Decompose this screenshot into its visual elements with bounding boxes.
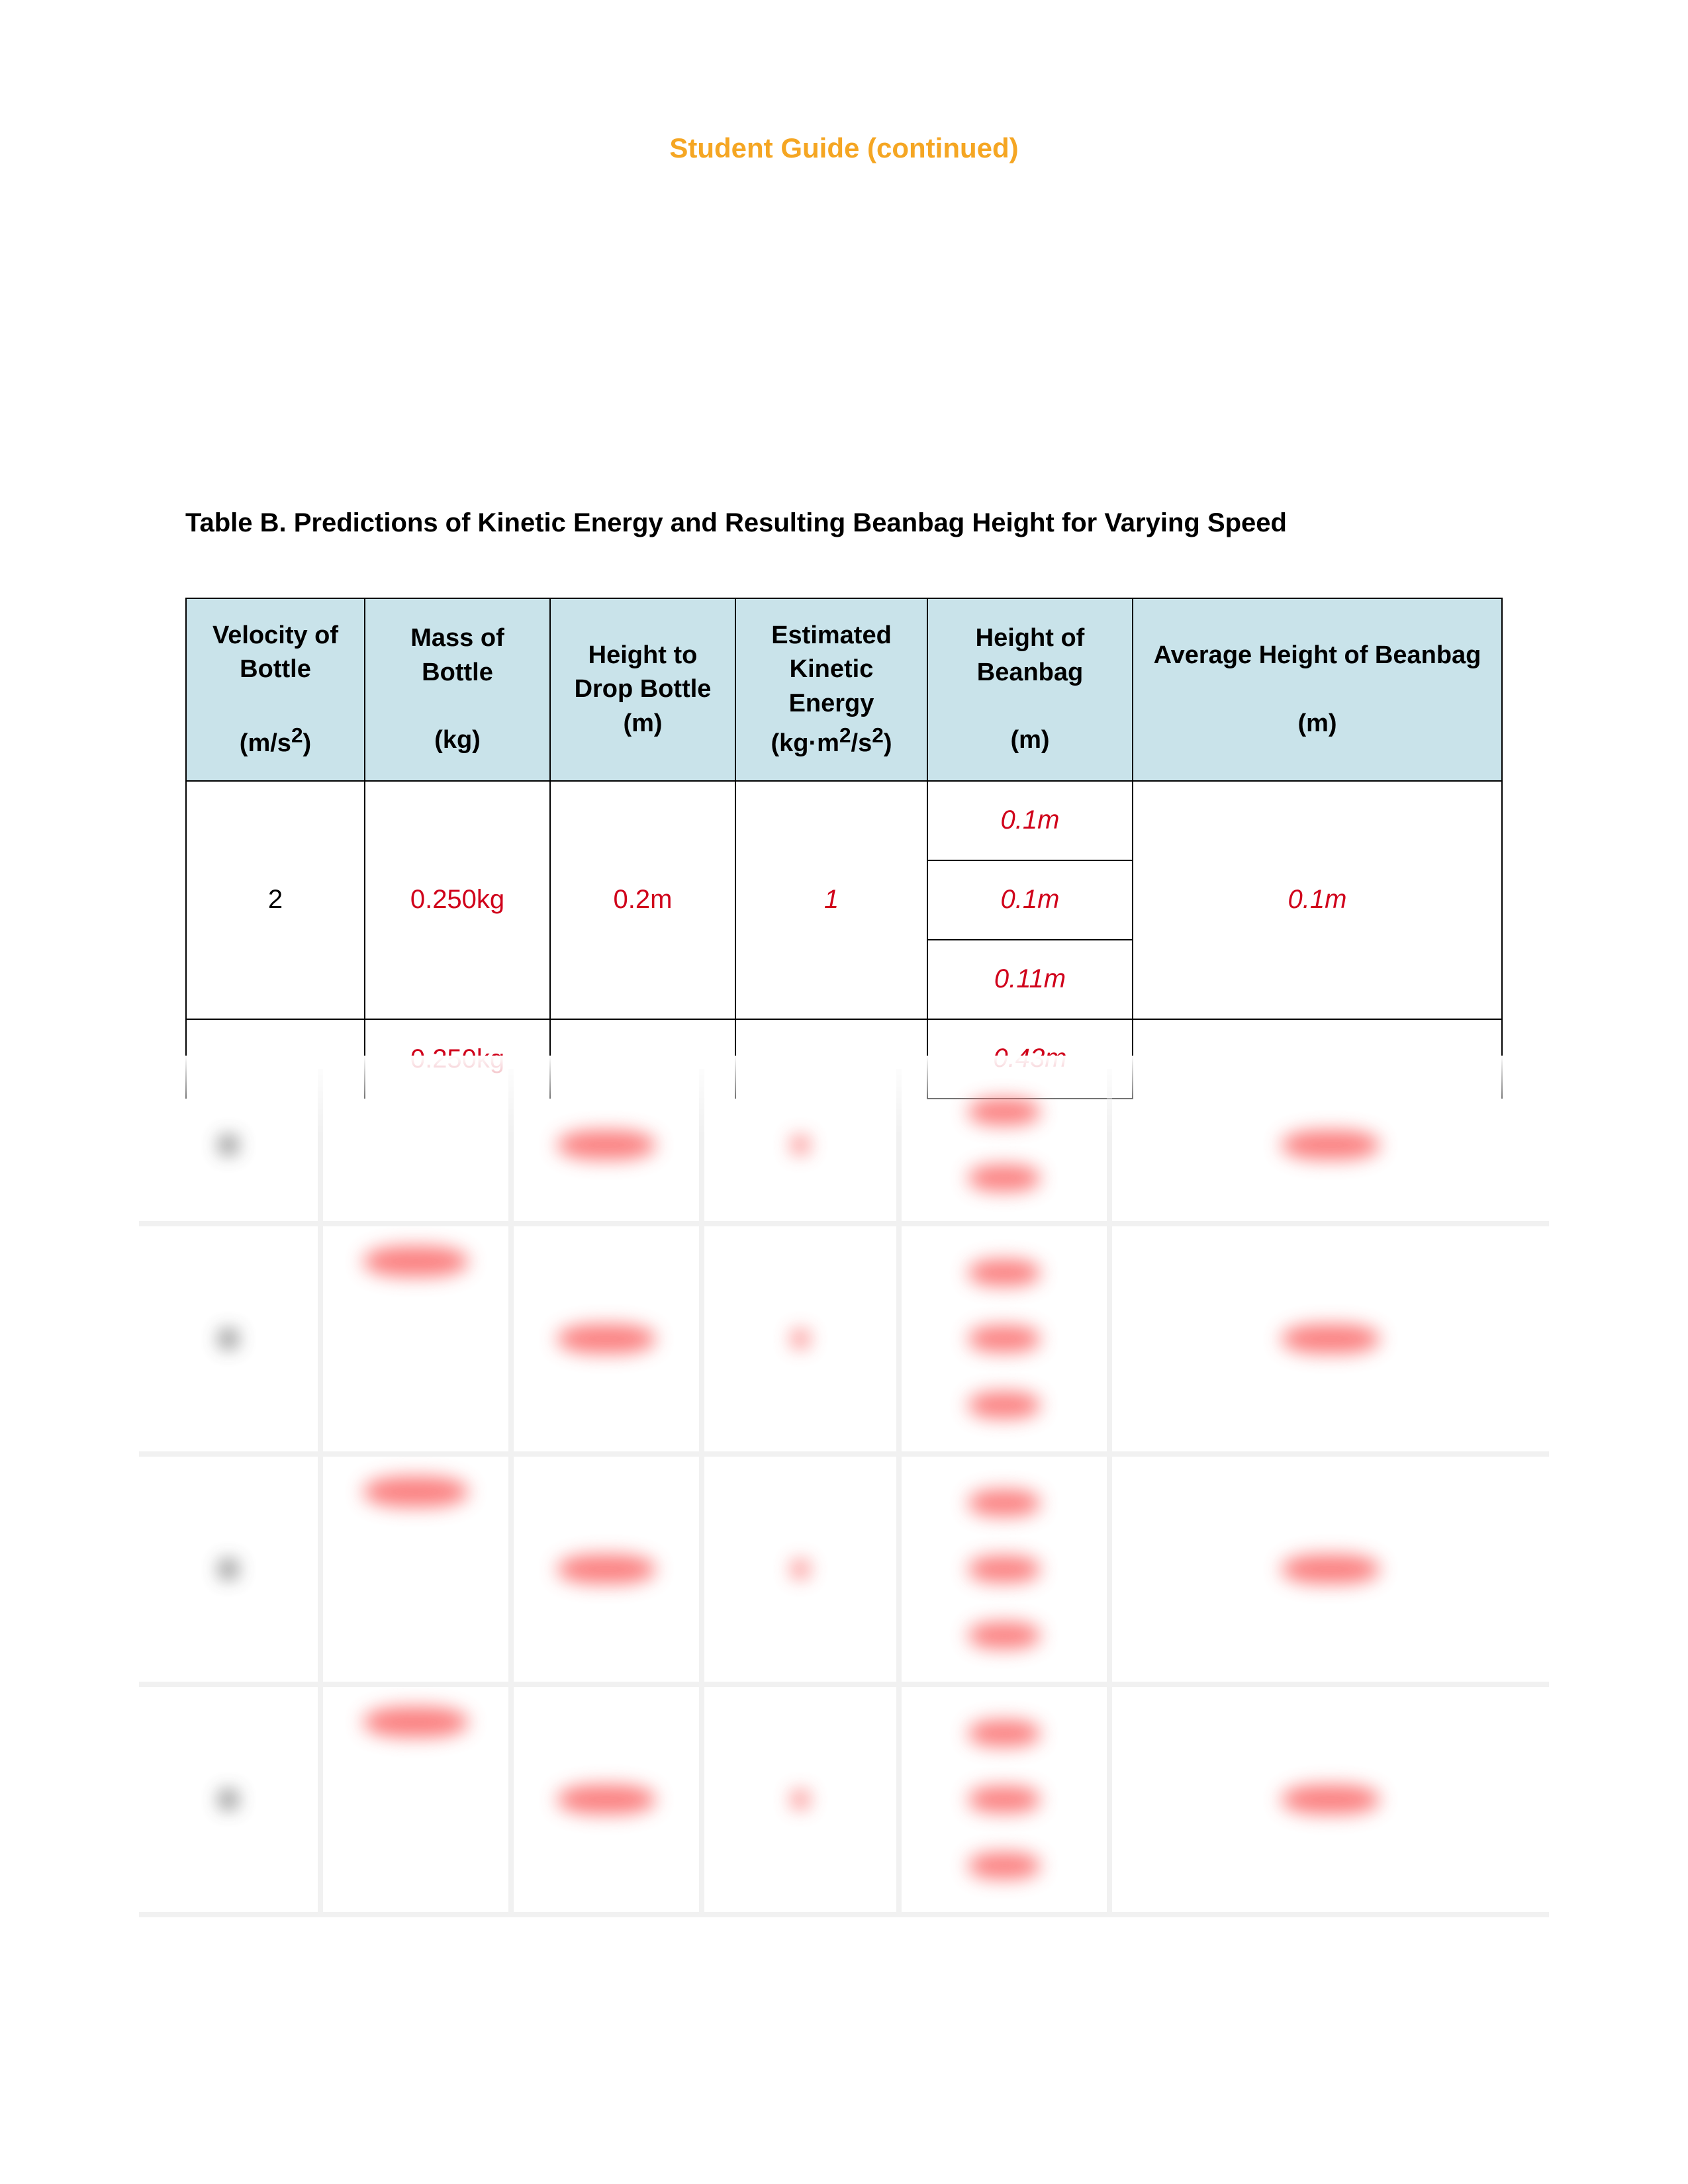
blur-row <box>139 1457 1549 1687</box>
col-velocity-unit: (m/s2) <box>240 729 311 757</box>
blur-blob <box>968 1326 1041 1352</box>
blur-blob <box>968 1786 1041 1813</box>
col-hb-label: Height of Beanbag <box>976 624 1085 686</box>
table-caption: Table B. Predictions of Kinetic Energy a… <box>185 508 1503 538</box>
blur-cell <box>902 1226 1112 1451</box>
cell-hb: 0.1m <box>1001 885 1060 914</box>
blur-blob <box>1281 1555 1380 1584</box>
blur-blob <box>968 1720 1041 1747</box>
col-hb-unit: (m) <box>1010 726 1049 754</box>
col-hb: Height of Beanbag (m) <box>927 598 1133 781</box>
blur-blob <box>791 1790 810 1809</box>
col-drop-unit: (m) <box>623 709 662 737</box>
blur-blob <box>363 1477 469 1507</box>
col-ke-unit: (kg·m2/s2) <box>771 729 892 757</box>
blur-blob <box>557 1324 656 1353</box>
blur-cell <box>514 1457 704 1682</box>
blur-blob <box>557 1785 656 1814</box>
col-ke-label: Estimated Kinetic Energy <box>771 621 892 717</box>
blur-cell <box>139 1687 323 1912</box>
blur-top-fade <box>139 1056 1549 1135</box>
table-row: 2 0.250kg 0.2m 1 0.1m 0.1m <box>186 781 1502 860</box>
col-avg-unit: (m) <box>1297 709 1336 737</box>
blur-blob <box>1281 1324 1380 1353</box>
blur-blob <box>219 1560 238 1578</box>
blur-cell <box>704 1226 902 1451</box>
col-drop: Height to Drop Bottle (m) <box>550 598 735 781</box>
blur-blob <box>791 1136 810 1154</box>
data-table: Velocity of Bottle (m/s2) Mass of Bottle… <box>185 598 1503 1099</box>
cell-hb: 0.1m <box>1001 805 1060 835</box>
col-ke: Estimated Kinetic Energy (kg·m2/s2) <box>735 598 927 781</box>
blur-cell <box>704 1687 902 1912</box>
col-velocity-label: Velocity of Bottle <box>212 621 338 683</box>
blur-cell <box>139 1457 323 1682</box>
blur-row <box>139 1687 1549 1917</box>
page: Student Guide (continued) Table B. Predi… <box>0 0 1688 2184</box>
blurred-content-region <box>139 1069 1549 1917</box>
blur-blob <box>968 1099 1041 1125</box>
blur-row <box>139 1226 1549 1457</box>
cell-velocity: 2 <box>186 781 365 1019</box>
blur-cell <box>704 1457 902 1682</box>
cell-hb: 0.11m <box>994 964 1066 993</box>
blur-blob <box>219 1330 238 1348</box>
cell-drop: 0.2m <box>614 885 673 914</box>
blur-blob <box>968 1165 1041 1191</box>
blur-blob <box>968 1392 1041 1418</box>
blur-blob <box>557 1130 656 1160</box>
col-mass: Mass of Bottle (kg) <box>365 598 550 781</box>
blur-blob <box>968 1259 1041 1286</box>
col-avg: Average Height of Beanbag (m) <box>1133 598 1502 781</box>
blur-cell <box>323 1226 514 1451</box>
blur-cell <box>1112 1687 1549 1912</box>
blur-blob <box>968 1622 1041 1649</box>
cell-ke: 1 <box>824 885 839 914</box>
blur-blob <box>1281 1785 1380 1814</box>
blur-cell <box>139 1226 323 1451</box>
cell-avg: 0.1m <box>1288 885 1347 914</box>
blur-cell <box>902 1687 1112 1912</box>
blur-blob <box>219 1790 238 1809</box>
blur-cell <box>323 1687 514 1912</box>
blur-cell <box>1112 1457 1549 1682</box>
blur-blob <box>968 1852 1041 1879</box>
col-mass-label: Mass of Bottle <box>410 624 504 686</box>
blur-cell <box>323 1457 514 1682</box>
col-mass-unit: (kg) <box>434 726 481 754</box>
blur-blob <box>791 1560 810 1578</box>
blur-cell <box>514 1687 704 1912</box>
col-velocity: Velocity of Bottle (m/s2) <box>186 598 365 781</box>
cell-mass: 0.250kg <box>410 885 504 914</box>
blur-blob <box>363 1246 469 1277</box>
table-header: Velocity of Bottle (m/s2) Mass of Bottle… <box>186 598 1502 781</box>
blur-blob <box>968 1490 1041 1516</box>
blur-blob <box>557 1555 656 1584</box>
page-header-title: Student Guide (continued) <box>185 132 1503 164</box>
col-drop-label: Height to Drop Bottle <box>575 641 712 703</box>
blur-blob <box>219 1136 238 1154</box>
blur-blob <box>791 1330 810 1348</box>
blur-blob <box>363 1707 469 1737</box>
blur-cell <box>514 1226 704 1451</box>
table-body: 2 0.250kg 0.2m 1 0.1m 0.1m 0.1m 0.11m 0.… <box>186 781 1502 1099</box>
blur-cell <box>1112 1226 1549 1451</box>
blur-cell <box>902 1457 1112 1682</box>
col-avg-label: Average Height of Beanbag <box>1154 641 1481 669</box>
blur-blob <box>1281 1130 1380 1160</box>
blur-blob <box>968 1556 1041 1582</box>
